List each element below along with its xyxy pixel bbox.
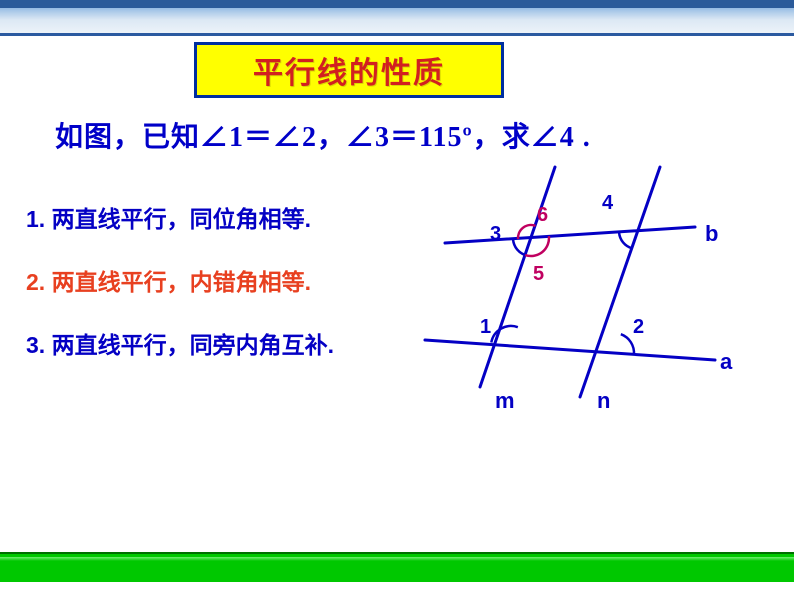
properties-list: 1. 两直线平行，同位角相等. 2. 两直线平行，内错角相等. 3. 两直线平行…	[26, 200, 334, 389]
svg-text:3: 3	[490, 223, 501, 245]
problem-statement: 如图，已知∠1＝∠2，∠3＝115º，求∠4 .	[55, 115, 591, 155]
title-text: 平行线的性质	[253, 48, 445, 92]
footer-band	[0, 552, 794, 582]
geometry-diagram: a b m n 1 2 3 4 5 6	[405, 165, 735, 425]
title-box: 平行线的性质	[194, 42, 504, 98]
svg-text:m: m	[495, 388, 515, 413]
svg-text:a: a	[720, 349, 733, 374]
property-3: 3. 两直线平行，同旁内角互补.	[26, 326, 334, 360]
svg-text:1: 1	[480, 316, 491, 338]
svg-text:5: 5	[533, 263, 544, 285]
property-2: 2. 两直线平行，内错角相等.	[26, 263, 334, 297]
svg-text:b: b	[705, 221, 718, 246]
svg-text:6: 6	[537, 204, 548, 226]
svg-text:2: 2	[633, 316, 644, 338]
svg-text:n: n	[597, 388, 610, 413]
property-1: 1. 两直线平行，同位角相等.	[26, 200, 334, 234]
svg-text:4: 4	[602, 192, 614, 214]
header-gradient	[0, 0, 794, 36]
